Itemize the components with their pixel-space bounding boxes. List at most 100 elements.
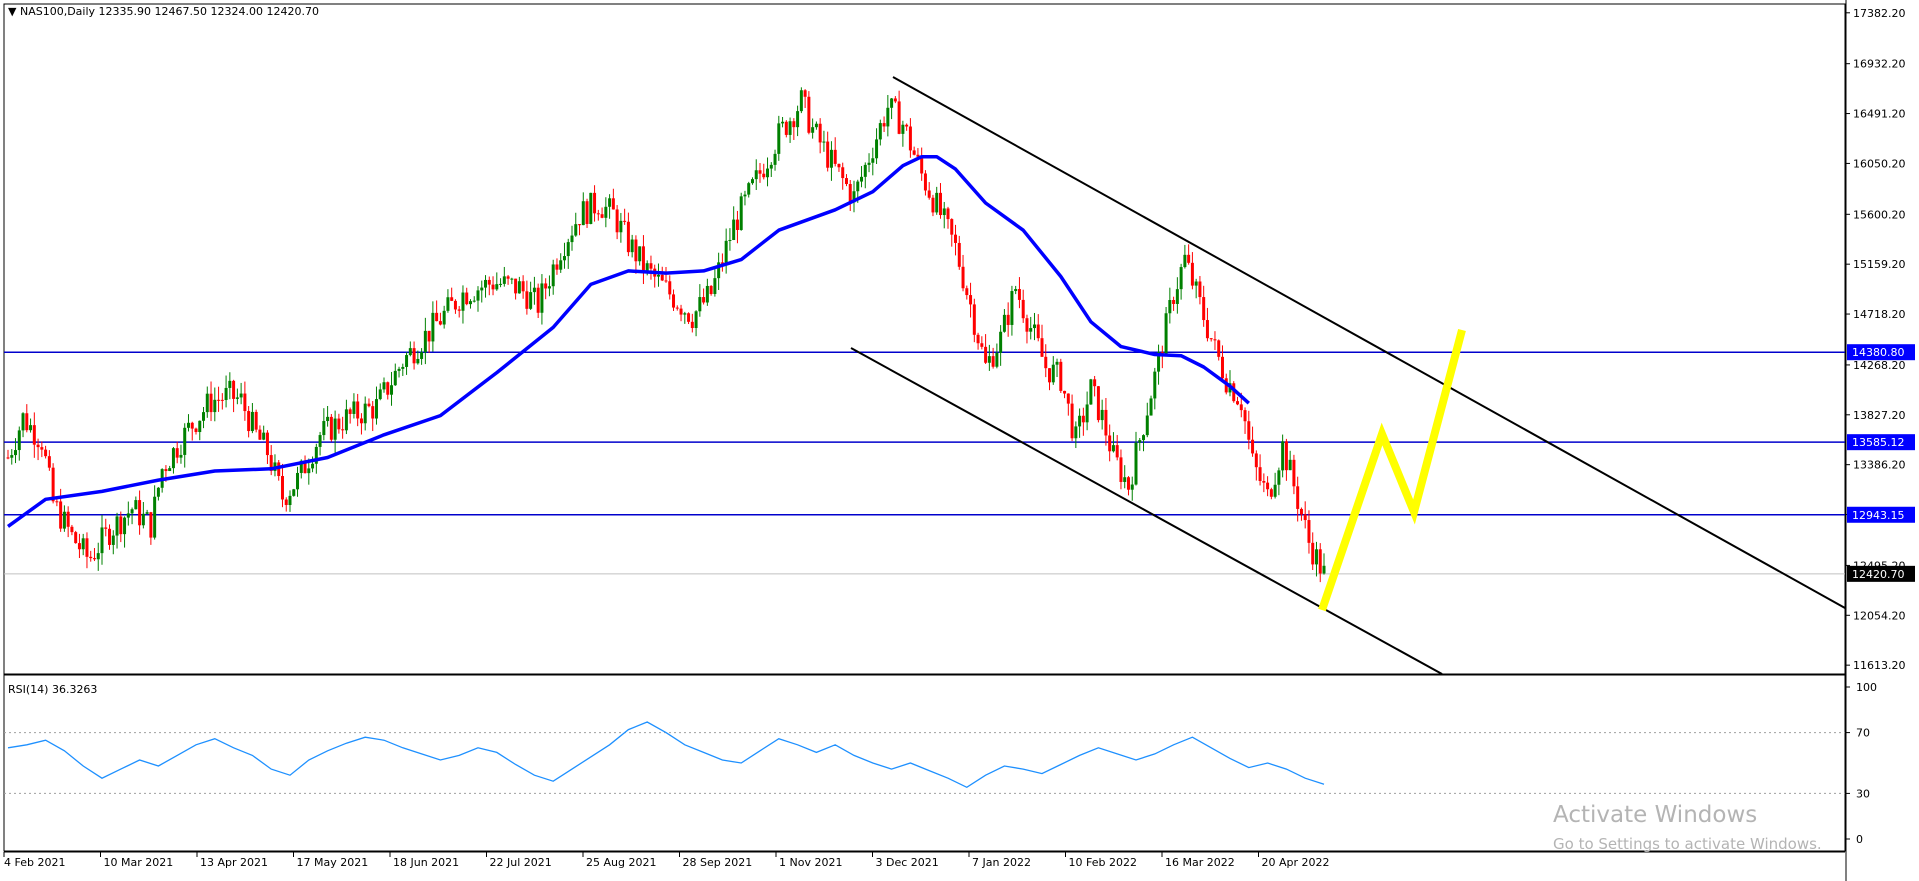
candle-body	[1269, 489, 1273, 497]
candle-body	[371, 406, 375, 419]
candle-body	[352, 401, 356, 414]
candle-body	[875, 139, 879, 159]
open-value: 12335.90	[99, 5, 152, 18]
price-panel[interactable]: ▼ NAS100,Daily 12335.90 12467.50 12324.0…	[3, 3, 1846, 675]
trend-channel[interactable]	[850, 76, 1846, 675]
candle-body	[36, 444, 40, 448]
candle-body	[1070, 403, 1074, 439]
candle-body	[401, 366, 405, 369]
candle-body	[168, 468, 172, 472]
candle-body	[980, 343, 984, 347]
rsi-line	[7, 721, 1325, 789]
candle-body	[555, 264, 559, 270]
price-axis[interactable]: 17382.20 16932.20 16491.20 16050.20 15600.20…	[1845, 0, 1906, 881]
candle-body	[81, 538, 85, 550]
candle-body	[141, 513, 145, 526]
candle-body	[818, 123, 822, 143]
date-tick-label: 7 Jan 2022	[972, 856, 1031, 869]
candle-body	[468, 301, 472, 305]
upper-trendline[interactable]	[892, 76, 1846, 609]
candle-body	[1251, 439, 1255, 454]
candle-body	[258, 429, 262, 440]
candle-body	[702, 297, 706, 303]
candle-body	[175, 448, 179, 458]
candle-body	[14, 450, 18, 456]
candle-body	[1040, 338, 1044, 357]
candle-body	[833, 149, 837, 164]
horizontal-levels[interactable]	[4, 351, 1845, 575]
candle-body	[987, 356, 991, 363]
candle-body	[408, 348, 412, 356]
candle-body	[186, 422, 190, 428]
symbol-triangle-icon: ▼	[8, 5, 20, 18]
candle-body	[119, 516, 123, 535]
candle-body	[311, 463, 315, 469]
candle-body	[852, 191, 856, 203]
low-value: 12324.00	[211, 5, 264, 18]
candle-body	[784, 121, 788, 135]
candle-body	[130, 509, 134, 514]
candle-body	[969, 295, 973, 305]
candle-body	[593, 192, 597, 214]
candle-body	[814, 123, 818, 128]
candle-body	[604, 206, 608, 218]
candle-body	[923, 173, 927, 191]
candle-body	[104, 527, 108, 529]
candle-body	[1322, 565, 1326, 574]
candle-body	[788, 121, 792, 135]
candle-body	[578, 224, 582, 226]
candle-body	[664, 280, 668, 282]
candle-body	[1179, 267, 1183, 290]
candle-body	[927, 190, 931, 198]
candle-body	[529, 292, 533, 309]
candle-body	[841, 167, 845, 179]
lower-trendline[interactable]	[850, 347, 1443, 675]
candle-body	[393, 370, 397, 386]
candle-body	[209, 393, 213, 413]
yellow-projection-line[interactable]	[1318, 328, 1466, 612]
candle-body	[25, 413, 29, 431]
candle-body	[991, 356, 995, 367]
candle-body	[194, 428, 198, 433]
candle-body	[390, 385, 394, 395]
rsi-panel[interactable]: RSI(14) 36.3263	[3, 674, 1846, 852]
candle-body	[74, 532, 78, 544]
candle-body	[1006, 314, 1010, 325]
candle-body	[164, 469, 168, 472]
candle-body	[687, 313, 691, 322]
candle-body	[739, 196, 743, 230]
candle-body	[521, 281, 525, 292]
candle-body	[961, 266, 965, 289]
candle-body	[359, 418, 363, 424]
candle-body	[931, 197, 935, 213]
candle-body	[920, 156, 924, 174]
projection-path[interactable]	[1318, 328, 1466, 612]
candle-body	[1036, 324, 1040, 339]
date-tick-label: 1 Nov 2021	[779, 856, 842, 869]
candle-body	[1059, 361, 1063, 391]
price-tick-label: 15159.20	[1853, 258, 1906, 271]
candle-body	[341, 429, 345, 431]
candle-body	[29, 425, 33, 431]
moving-average-line	[6, 154, 1250, 528]
candle-body	[1183, 254, 1187, 268]
candle-body	[935, 192, 939, 213]
candle-body	[1025, 318, 1029, 332]
candle-body	[1247, 421, 1251, 440]
candle-body	[1284, 441, 1288, 471]
candle-body	[946, 208, 950, 220]
candle-body	[525, 291, 529, 309]
candle-body	[1021, 299, 1025, 319]
candle-body	[754, 170, 758, 180]
level-tag-label: 12943.15	[1852, 509, 1905, 522]
candle-body	[1277, 470, 1281, 485]
chart-header: ▼ NAS100,Daily 12335.90 12467.50 12324.0…	[8, 5, 319, 18]
rsi-tick-label: 100	[1856, 681, 1877, 694]
candle-body	[634, 239, 638, 262]
candle-body	[890, 98, 894, 108]
candle-body	[1232, 383, 1236, 402]
candle-body	[957, 242, 961, 267]
candle-body	[412, 348, 416, 364]
price-tick-label: 14268.20	[1853, 359, 1906, 372]
